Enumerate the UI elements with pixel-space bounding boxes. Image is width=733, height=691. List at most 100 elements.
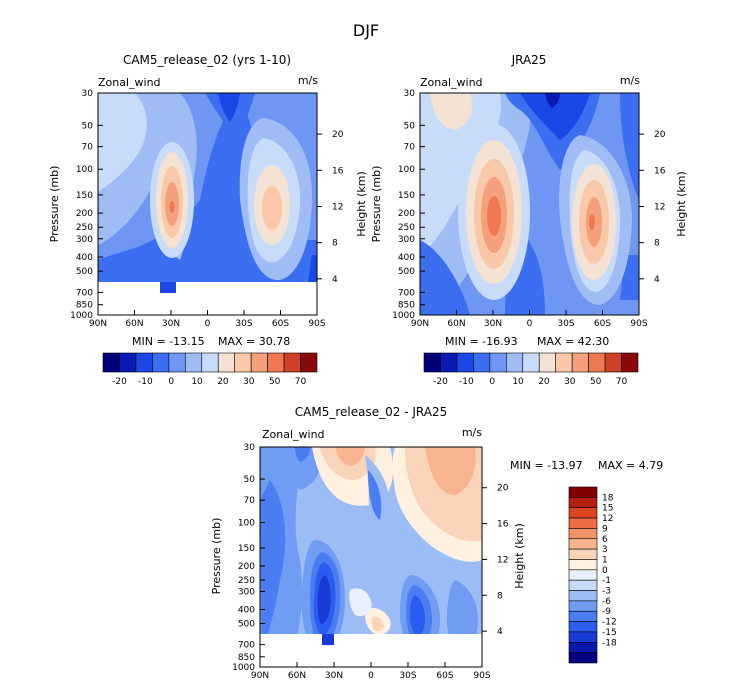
p-tick-label: 300	[76, 235, 93, 245]
contour-fill	[262, 186, 282, 230]
y-axis-right-label: Height (km)	[675, 171, 688, 237]
units-label: m/s	[620, 74, 640, 87]
colorbar-label: 0	[602, 566, 608, 576]
colorbar-label: 30	[564, 377, 576, 387]
p-tick-label: 70	[404, 143, 416, 153]
contour-fill	[368, 470, 382, 520]
x-tick-label: 0	[527, 319, 533, 329]
colorbar-label: -1	[602, 576, 611, 586]
p-tick-label: 200	[76, 209, 93, 219]
colorbar-cell	[522, 352, 540, 373]
colorbar-label: 12	[602, 514, 613, 524]
units-label: m/s	[462, 426, 482, 439]
colorbar-cell	[250, 352, 268, 373]
p-tick-label: 50	[404, 121, 416, 131]
p-tick-label: 50	[244, 475, 256, 485]
p-tick-label: 700	[238, 641, 255, 651]
colorbar-cell	[604, 352, 622, 373]
z-tick-label: 16	[654, 166, 666, 176]
p-tick-label: 30	[404, 89, 416, 99]
x-tick-label: 60S	[436, 671, 453, 681]
colorbar-label: 70	[616, 377, 628, 387]
p-tick-label: 100	[76, 165, 93, 175]
p-tick-label: 500	[76, 267, 93, 277]
colorbar-cell	[185, 352, 203, 373]
colorbar-cell	[135, 352, 153, 373]
contour-fill	[620, 93, 639, 200]
x-tick-label: 30N	[162, 319, 180, 329]
field-label: Zonal_wind	[420, 76, 483, 89]
z-tick-label: 12	[497, 555, 508, 565]
colorbar-label: 3	[602, 545, 608, 555]
colorbar-label: 9	[602, 524, 608, 534]
field-label: Zonal_wind	[262, 428, 325, 441]
colorbar-cell	[152, 352, 170, 373]
contour-field	[260, 447, 482, 667]
colorbar-label: 6	[602, 535, 608, 545]
colorbar-label: -10	[138, 377, 153, 387]
figure-title: DJF	[353, 21, 379, 40]
contour-fill	[430, 93, 472, 130]
panel-jra25: JRA25 Zonal_wind m/s Pressure (mb) Heigh…	[370, 53, 688, 348]
field-label: Zonal_wind	[98, 76, 161, 89]
contour-fill	[98, 93, 147, 192]
colorbar-cell	[489, 352, 507, 373]
colorbar-cell	[102, 352, 120, 373]
p-tick-label: 70	[244, 496, 256, 506]
height-axis: 4 8 12 16 20	[317, 130, 344, 285]
panel-title: CAM5_release_02 - JRA25	[295, 405, 447, 419]
x-tick-label: 90N	[251, 671, 269, 681]
colorbar-cell	[568, 579, 598, 591]
p-tick-label: 250	[76, 223, 93, 233]
colorbar-label: -3	[602, 587, 611, 597]
z-tick-label: 20	[497, 484, 509, 494]
x-tick-label: 0	[205, 319, 211, 329]
colorbar-absolute: -20 -10 0 10 20 30 50 70	[423, 352, 639, 387]
colorbar-label: -20	[433, 377, 448, 387]
colorbar-cell	[568, 631, 598, 643]
colorbar-cell	[473, 352, 491, 373]
colorbar-label: 30	[243, 377, 255, 387]
x-axis: 90N 60N 30N 0 30S 60S 90S	[251, 662, 491, 681]
p-tick-label: 100	[398, 165, 415, 175]
y-axis-right-label: Height (km)	[513, 523, 526, 589]
colorbar-cell	[168, 352, 186, 373]
colorbar-cell	[568, 548, 598, 560]
p-tick-label: 70	[82, 143, 94, 153]
contour-field	[98, 93, 317, 315]
p-tick-label: 250	[238, 576, 255, 586]
colorbar-cell	[119, 352, 137, 373]
p-tick-label: 30	[82, 89, 94, 99]
colorbar-label: -10	[459, 377, 474, 387]
colorbar-cell	[201, 352, 219, 373]
colorbar-cell	[555, 352, 573, 373]
z-tick-label: 16	[497, 520, 509, 530]
p-tick-label: 500	[238, 620, 255, 630]
contour-fill	[545, 93, 560, 108]
colorbar-label: 50	[590, 377, 602, 387]
p-tick-label: 250	[398, 223, 415, 233]
panel-title: JRA25	[511, 53, 547, 67]
x-tick-label: 30S	[399, 671, 416, 681]
panel-title: CAM5_release_02 (yrs 1-10)	[123, 53, 291, 67]
panel-difference: CAM5_release_02 - JRA25 Zonal_wind m/s P…	[210, 405, 663, 681]
missing-data-region	[260, 634, 482, 667]
contour-fill	[371, 616, 384, 632]
x-tick-label: 60N	[125, 319, 143, 329]
p-tick-label: 500	[398, 267, 415, 277]
x-tick-label: 90N	[89, 319, 107, 329]
colorbar-label: -20	[112, 377, 127, 387]
contour-fill	[169, 201, 175, 213]
x-tick-label: 30N	[325, 671, 343, 681]
min-label: MIN = -16.93	[445, 335, 518, 348]
contour-fill	[260, 480, 286, 650]
colorbar-cell	[423, 352, 441, 373]
p-tick-label: 50	[82, 121, 94, 131]
p-tick-label: 850	[76, 301, 93, 311]
colorbar-label: 50	[269, 377, 281, 387]
colorbar-cell	[440, 352, 458, 373]
x-tick-label: 30S	[557, 319, 574, 329]
